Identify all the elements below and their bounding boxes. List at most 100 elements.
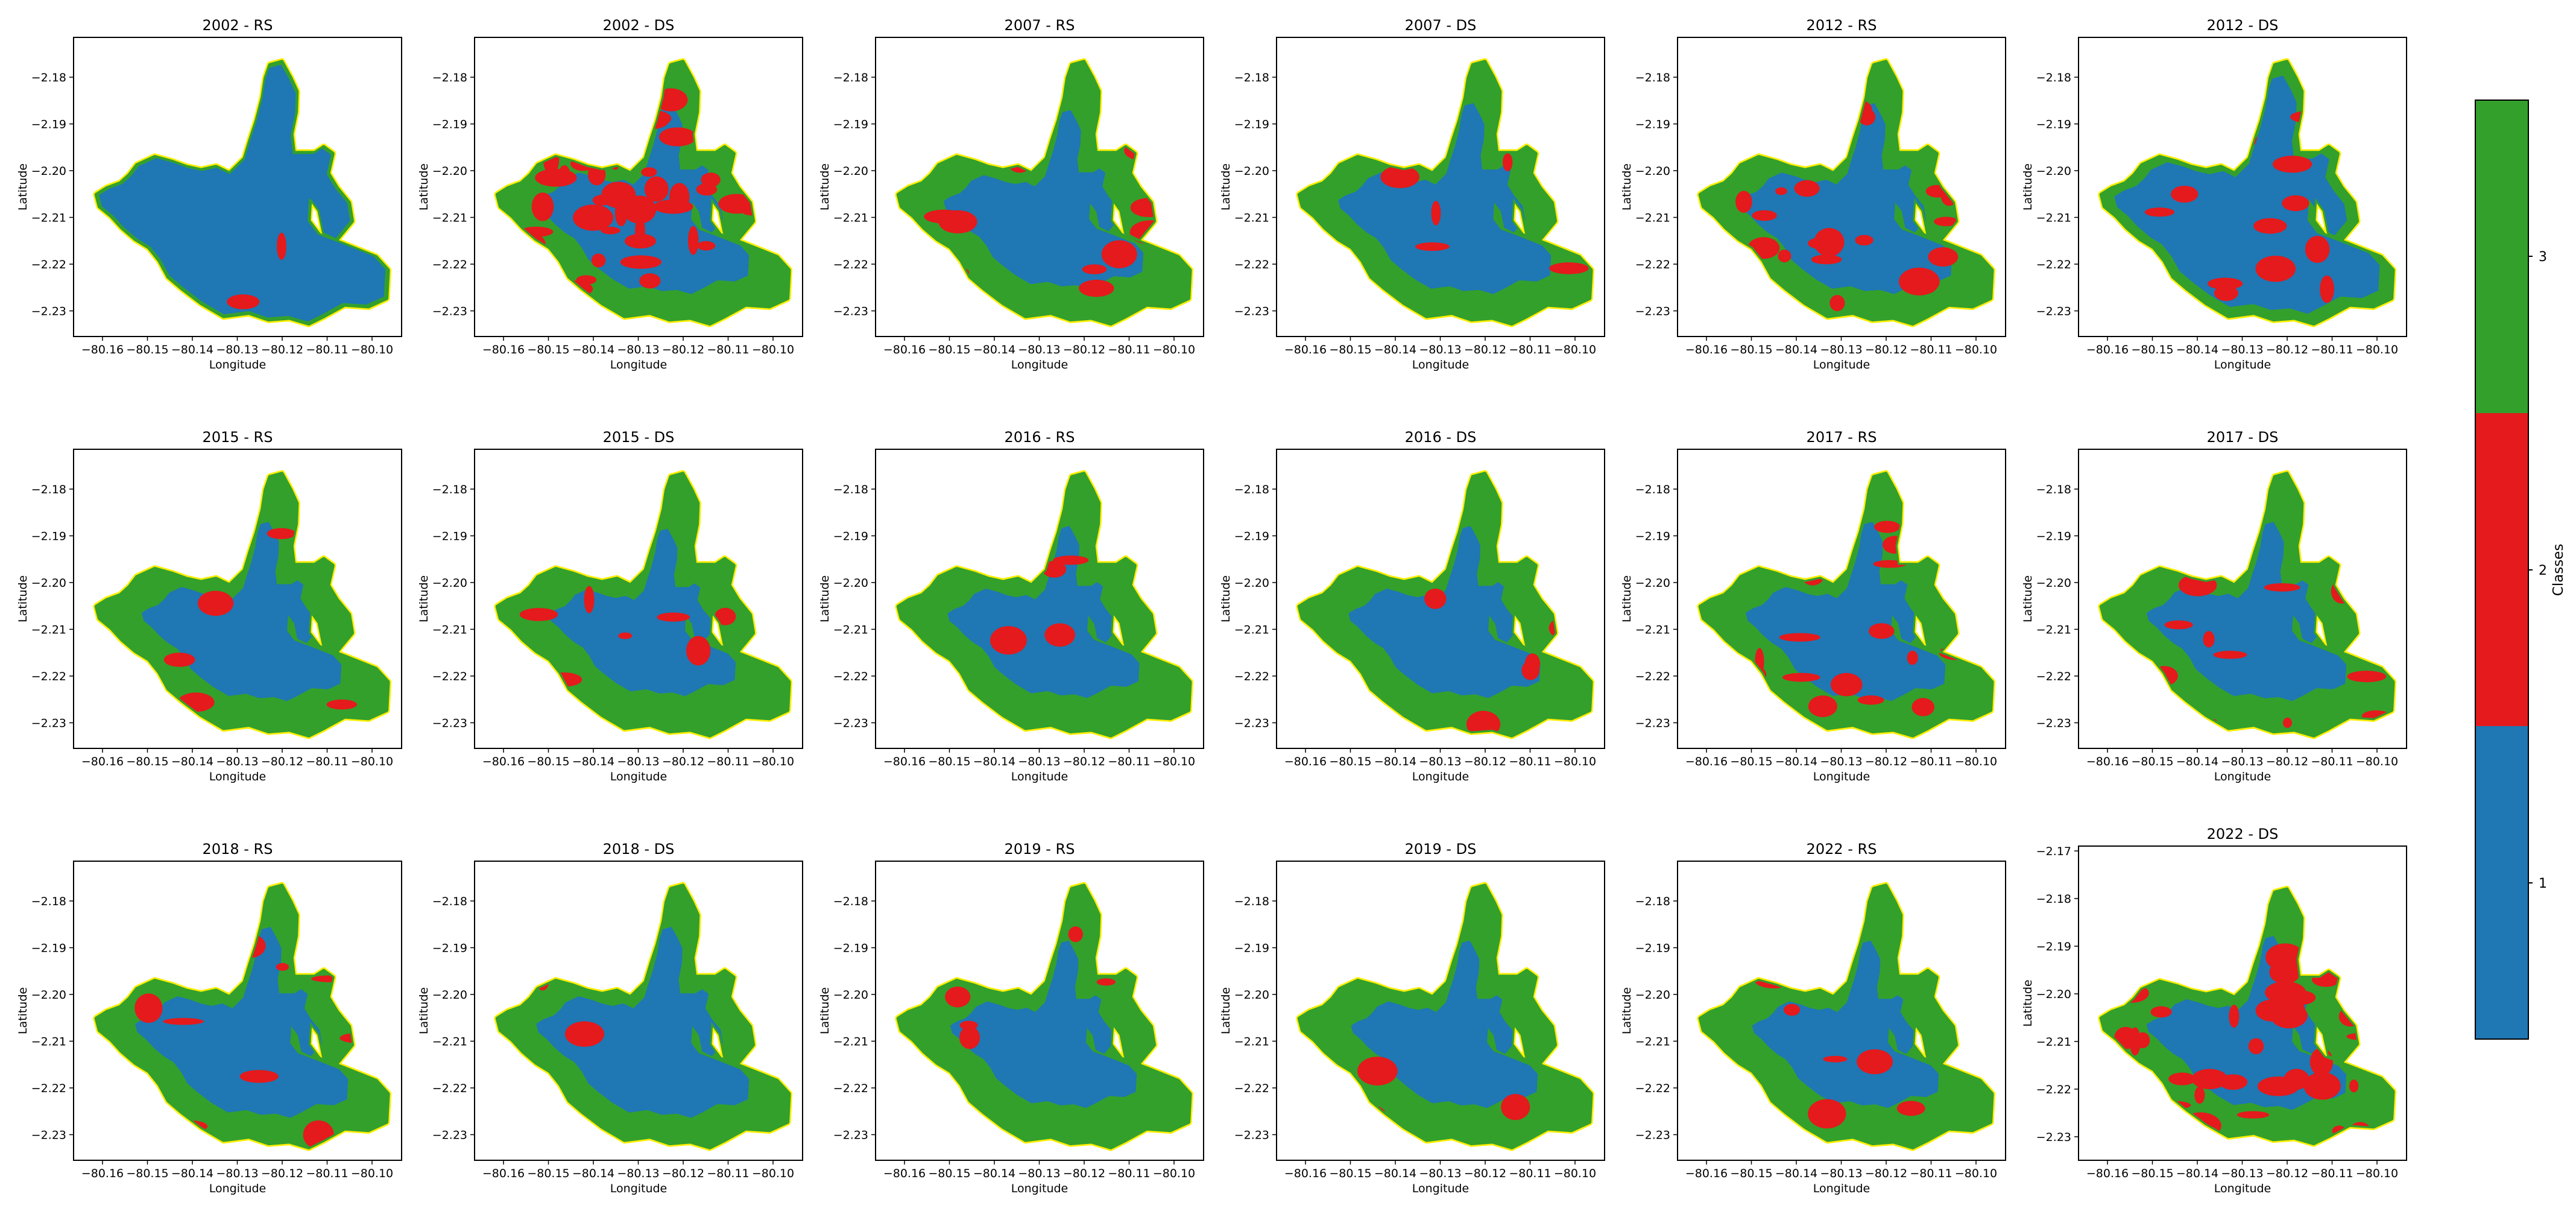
map-panel: 2007 - RS−80.16 −80.15 −80.14 −80.13 −80.12−… [818,17,1204,371]
x-tick-label: −80.15 [1329,343,1371,356]
x-tick-label: −80.10 [1955,343,1997,356]
x-tick-label: −80.11 [306,1167,348,1180]
x-tick-label: −80.13 [617,343,659,356]
panel-title: 2012 - DS [2207,17,2279,34]
y-tick-label: −2.22 [1234,670,1269,683]
y-tick-label: −2.18 [1635,483,1670,496]
y-tick-label: −2.21 [432,212,467,225]
x-tick-label: −80.13 [2221,1167,2263,1180]
y-tick-label: −2.23 [833,717,868,730]
class-2-patch [1775,187,1787,195]
class-2-patch [134,993,163,1023]
y-tick-label: −2.20 [1234,165,1269,178]
class-2-patch [924,209,964,224]
x-tick-label: −80.11 [1108,1167,1150,1180]
y-tick-label: −2.20 [432,988,467,1002]
x-tick-label: −80.12 [1464,343,1506,356]
x-tick-label: −80.16 [883,1167,926,1180]
x-tick-label: −80.16 [482,343,525,356]
y-axis-label: Latitude [417,575,431,622]
y-tick-label: −2.18 [2036,483,2071,496]
y-tick-label: −2.23 [1635,1129,1670,1142]
y-tick-label: −2.22 [833,1082,868,1095]
y-tick-label: −2.19 [31,118,66,131]
x-tick-label: −80.13 [1820,755,1862,768]
x-tick-label: −80.14 [572,1167,614,1180]
class-2-patch [1831,672,1863,697]
class-2-patch [2144,207,2175,217]
x-tick-label: −80.13 [1018,755,1060,768]
class-2-patch [2285,990,2316,1005]
y-tick-label: −2.20 [31,165,66,178]
panel-title: 2018 - DS [603,841,675,858]
class-2-patch [1907,651,1918,665]
x-tick-label: −80.16 [2086,343,2129,356]
map-panel: 2016 - DS−80.16 −80.15 −80.14 −80.13 −80.12−… [1219,429,1605,783]
x-tick-label: −80.10 [2356,343,2398,356]
class-2-patch [1042,561,1067,578]
class-2-patch [618,632,633,639]
x-tick-label: −80.15 [928,343,970,356]
x-axis-label: Longitude [1412,358,1470,371]
x-tick-label: −80.14 [1775,755,1817,768]
class-2-patch [163,1018,204,1025]
x-tick-label: −80.15 [1329,755,1371,768]
class-2-patch [2305,236,2330,263]
class-2-patch [1096,978,1116,986]
y-tick-label: −2.19 [1234,118,1269,131]
class-2-patch [1874,520,1901,533]
y-tick-label: −2.22 [2036,1083,2071,1096]
x-tick-label: −80.11 [306,343,348,356]
y-axis-label: Latitude [2021,979,2035,1026]
y-tick-label: −2.20 [833,577,868,590]
x-tick-label: −80.13 [1820,1167,1862,1180]
class-2-patch [2265,943,2305,972]
colorbar-class-3-band [2475,100,2528,413]
y-tick-label: −2.22 [833,670,868,683]
x-tick-label: −80.14 [572,755,614,768]
x-tick-label: −80.14 [973,1167,1015,1180]
x-tick-label: −80.10 [1554,343,1596,356]
x-tick-label: −80.13 [1419,1167,1461,1180]
y-tick-label: −2.23 [1234,305,1269,318]
y-tick-label: −2.18 [1234,71,1269,84]
class-2-patch [644,176,669,202]
y-tick-label: −2.20 [1234,577,1269,590]
panel-title: 2017 - DS [2207,429,2279,446]
x-axis-label: Longitude [1813,770,1870,783]
x-tick-label: −80.10 [752,755,794,768]
y-axis-label: Latitude [417,163,431,210]
class-areas [141,522,357,712]
panel-title: 2007 - RS [1005,17,1075,34]
x-tick-label: −80.12 [1063,755,1105,768]
panel-title: 2015 - RS [203,429,273,446]
y-tick-label: −2.19 [833,118,868,131]
y-tick-label: −2.22 [31,1082,66,1095]
reservoir-map [1299,62,1591,324]
class-2-patch [657,612,690,622]
class-2-patch [591,253,606,268]
x-tick-label: −80.13 [1018,343,1060,356]
class-2-patch [1502,153,1513,171]
class-2-patch [1357,1057,1398,1086]
class-2-patch [1823,1055,1848,1063]
classes-colorbar: 3 2 1 Classes [2475,100,2566,1040]
x-tick-label: −80.15 [527,343,569,356]
y-tick-label: −2.20 [1635,165,1670,178]
class-2-patch [2150,1006,2172,1018]
panel-title: 2017 - RS [1807,429,1877,446]
y-tick-label: −2.23 [833,305,868,318]
x-axis-label: Longitude [1011,358,1069,371]
y-tick-label: −2.21 [31,624,66,637]
class-2-patch [2255,255,2296,282]
x-tick-label: −80.12 [1865,755,1907,768]
x-tick-label: −80.13 [1419,343,1461,356]
x-axis-label: Longitude [1813,1182,1870,1195]
x-tick-label: −80.16 [1284,343,1327,356]
y-axis-label: Latitude [1620,987,1634,1034]
colorbar-tick-2: 2 [2539,563,2547,578]
class-2-patch [715,607,736,625]
class-2-patch [1380,165,1419,189]
x-tick-label: −80.16 [1685,343,1728,356]
x-tick-label: −80.16 [883,755,926,768]
